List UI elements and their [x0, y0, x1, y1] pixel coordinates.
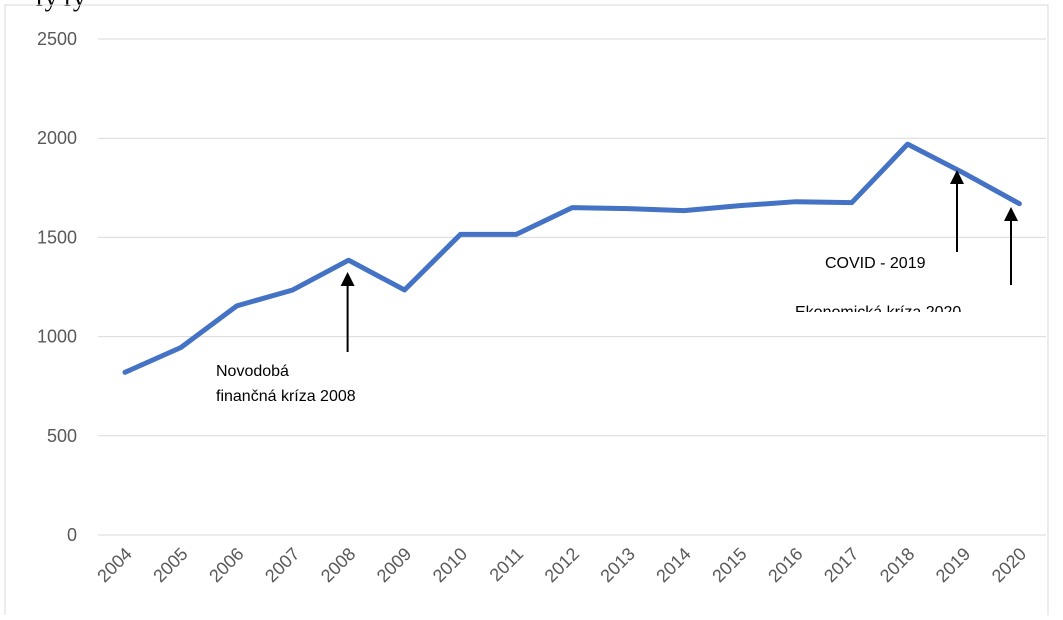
- x-tick-label: 2016: [764, 544, 806, 586]
- x-tick-label: 2007: [261, 544, 303, 586]
- data-point: [515, 233, 517, 235]
- x-tick-label: 2015: [708, 544, 750, 586]
- annotation-arrow-head: [340, 272, 355, 286]
- data-point: [739, 205, 741, 207]
- x-tick-label: 2006: [205, 544, 247, 586]
- x-tick-label: 2010: [429, 544, 471, 586]
- y-tick-label: 2500: [37, 29, 77, 49]
- x-tick-label: 2014: [652, 544, 694, 586]
- x-tick-label: 2020: [988, 544, 1030, 586]
- chart-frame: [4, 4, 1049, 620]
- annotation-arrow-head: [950, 170, 964, 184]
- x-axis-ticks: 2004 2005 2006 2007 2008 2009 2010 2011 2012 2013…: [93, 544, 1030, 586]
- x-tick-label: 2009: [373, 544, 415, 586]
- x-tick-label: 2017: [820, 544, 862, 586]
- annotation-arrow-head: [1004, 207, 1018, 221]
- data-point: [180, 347, 182, 349]
- annotation-mask: [785, 312, 1015, 326]
- x-tick-label: 2008: [317, 544, 359, 586]
- x-tick-label: 2011: [486, 544, 528, 586]
- y-tick-label: 500: [47, 426, 77, 446]
- data-point: [683, 210, 685, 212]
- data-point: [963, 172, 964, 174]
- grid-lines: [98, 38, 1046, 536]
- data-point: [236, 305, 238, 307]
- series-layer: [122, 141, 1022, 375]
- data-point: [404, 289, 405, 291]
- x-tick-label: 2013: [596, 544, 638, 586]
- data-point: [571, 207, 573, 209]
- x-tick-label: 2005: [149, 544, 191, 586]
- y-tick-label: 2000: [37, 128, 77, 148]
- x-tick-label: 2012: [541, 544, 583, 586]
- x-tick-label: 2004: [93, 544, 135, 586]
- annotation-text: COVID - 2019: [825, 255, 926, 272]
- data-point: [1018, 203, 1020, 205]
- clipped-heading-fragment: ry ry: [36, 0, 86, 12]
- data-point: [292, 289, 294, 291]
- data-point: [627, 208, 629, 210]
- y-tick-label: 0: [67, 525, 77, 545]
- data-point: [907, 143, 909, 145]
- data-point: [348, 259, 350, 261]
- data-point: [851, 202, 853, 204]
- data-point: [459, 233, 461, 235]
- x-tick-label: 2018: [876, 544, 918, 586]
- data-point: [795, 201, 797, 203]
- annotation-text: Novodobá: [216, 363, 289, 380]
- x-tick-label: 2019: [932, 544, 974, 586]
- annotation-text: finančná kríza 2008: [216, 388, 356, 405]
- y-axis-ticks: 0 500 1000 1500 2000 2500: [37, 29, 77, 545]
- data-point: [124, 371, 126, 373]
- y-tick-label: 1000: [37, 327, 77, 347]
- y-tick-label: 1500: [37, 227, 77, 247]
